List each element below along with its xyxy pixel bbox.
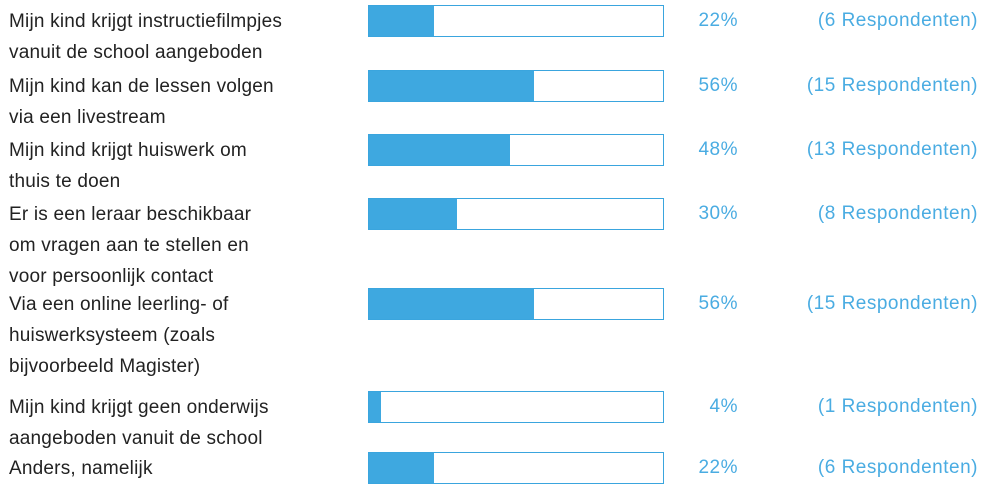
bar [369, 392, 381, 422]
bar-track [368, 198, 664, 230]
bar [369, 135, 511, 165]
bar [369, 199, 458, 229]
bar [369, 453, 434, 483]
bar-track [368, 70, 664, 102]
bar-track [368, 288, 664, 320]
bar-track [368, 134, 664, 166]
bar-track [368, 5, 664, 37]
bar [369, 289, 534, 319]
row-label: Mijn kind krijgt instructiefilmpjes vanu… [9, 11, 283, 63]
respondent-label: (6 Respondenten) [817, 10, 978, 31]
row-label: Mijn kind krijgt huiswerk om thuis te do… [9, 140, 247, 192]
bar [369, 71, 534, 101]
respondent-label: (1 Respondenten) [817, 396, 978, 417]
value-label: 30% [698, 203, 738, 224]
row-label: Mijn kind kan de lessen volgen via een l… [9, 76, 274, 128]
value-label: 56% [698, 75, 738, 96]
respondent-label: (6 Respondenten) [817, 457, 978, 478]
bar-track [368, 452, 664, 484]
value-label: 4% [709, 396, 738, 417]
respondent-label: (8 Respondenten) [817, 203, 978, 224]
respondent-label: (15 Respondenten) [806, 75, 978, 96]
row-label: Mijn kind krijgt geen onderwijs aangebod… [9, 397, 269, 449]
respondent-label: (13 Respondenten) [806, 139, 978, 160]
bar-track [368, 391, 664, 423]
row-label: Anders, namelijk [9, 458, 153, 479]
respondent-label: (15 Respondenten) [806, 293, 978, 314]
row-label: Via een online leerling- of huiswerksyst… [9, 294, 229, 377]
value-label: 22% [698, 457, 738, 478]
row-label: Er is een leraar beschikbaar om vragen a… [9, 204, 252, 287]
value-label: 48% [698, 139, 738, 160]
bar [369, 6, 434, 36]
value-label: 22% [698, 10, 738, 31]
value-label: 56% [698, 293, 738, 314]
